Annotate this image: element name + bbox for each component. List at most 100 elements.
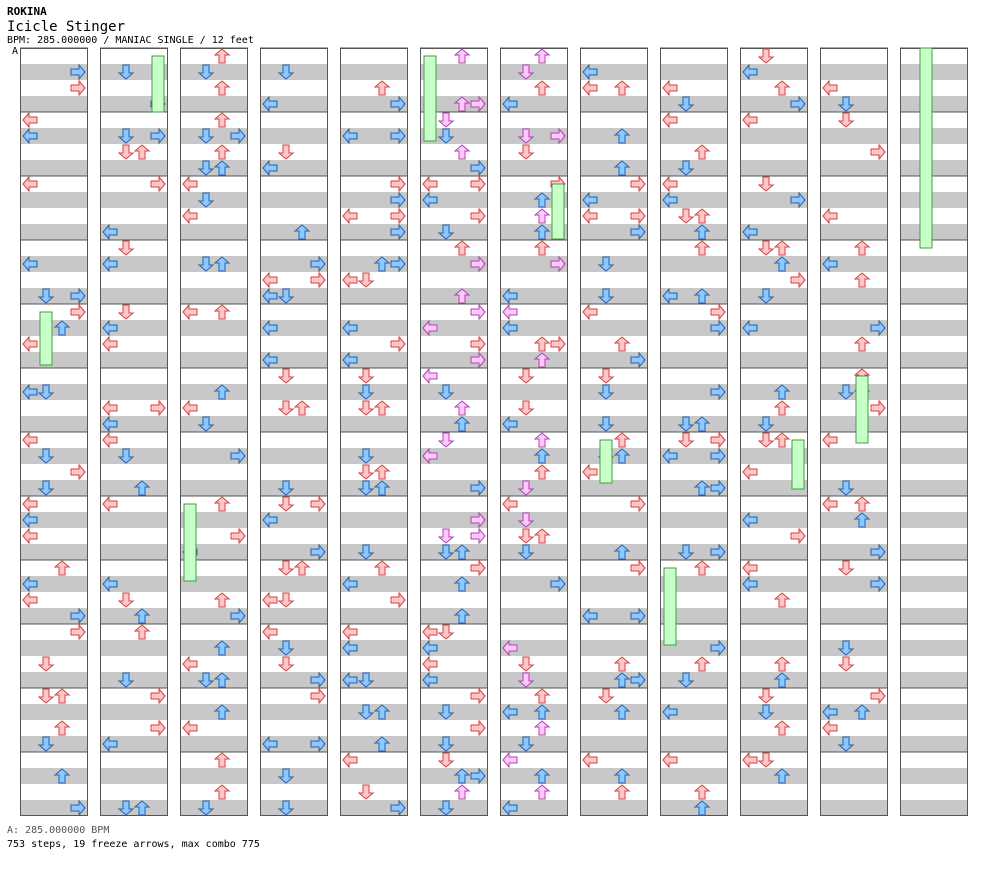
step-arrow — [22, 528, 38, 544]
beat-stripe — [500, 800, 568, 816]
beat-stripe — [20, 704, 88, 720]
beat-stripe — [660, 64, 728, 80]
beat-stripe — [260, 448, 328, 464]
beat-stripe — [100, 160, 168, 176]
beat-stripe — [260, 768, 328, 784]
step-arrow — [294, 400, 310, 416]
beat-stripe — [20, 320, 88, 336]
step-arrow — [278, 656, 294, 672]
beat-stripe — [820, 256, 888, 272]
beat-stripe — [580, 512, 648, 528]
step-arrow — [150, 400, 166, 416]
beat-stripe — [100, 128, 168, 144]
step-arrow — [694, 240, 710, 256]
step-arrow — [854, 272, 870, 288]
beat-stripe — [180, 320, 248, 336]
beat-stripe — [420, 320, 488, 336]
step-arrow — [774, 432, 790, 448]
beat-stripe — [420, 576, 488, 592]
beat-stripe — [420, 704, 488, 720]
beat-stripe — [500, 352, 568, 368]
beat-stripe — [580, 288, 648, 304]
beat-stripe — [420, 224, 488, 240]
beat-stripe — [740, 224, 808, 240]
beat-stripe — [100, 288, 168, 304]
step-arrow — [70, 624, 86, 640]
step-arrow — [214, 80, 230, 96]
step-arrow — [838, 560, 854, 576]
beat-stripe — [660, 160, 728, 176]
beat-stripe — [180, 64, 248, 80]
beat-stripe — [500, 768, 568, 784]
chart-column — [180, 47, 248, 816]
step-arrow — [534, 208, 550, 224]
beat-stripe — [180, 704, 248, 720]
step-arrow — [662, 80, 678, 96]
beat-stripe — [100, 192, 168, 208]
beat-stripe — [20, 448, 88, 464]
beat-stripe — [820, 96, 888, 112]
beat-stripe — [900, 64, 968, 80]
freeze-arrow — [39, 311, 53, 366]
beat-stripe — [900, 576, 968, 592]
beat-stripe — [340, 736, 408, 752]
step-arrow — [870, 400, 886, 416]
beat-stripe — [740, 672, 808, 688]
beat-stripe — [580, 672, 648, 688]
step-arrow — [614, 80, 630, 96]
beat-stripe — [20, 800, 88, 816]
beat-stripe — [580, 160, 648, 176]
beat-stripe — [420, 480, 488, 496]
beat-stripe — [820, 704, 888, 720]
beat-stripe — [180, 608, 248, 624]
beat-stripe — [660, 640, 728, 656]
beat-stripe — [340, 224, 408, 240]
beat-stripe — [100, 352, 168, 368]
beat-stripe — [340, 320, 408, 336]
beat-stripe — [660, 416, 728, 432]
step-arrow — [758, 48, 774, 64]
step-arrow — [422, 656, 438, 672]
step-arrow — [758, 688, 774, 704]
beat-stripe — [260, 576, 328, 592]
beat-stripe — [180, 352, 248, 368]
beat-stripe — [580, 352, 648, 368]
beat-stripe — [260, 640, 328, 656]
song-title: Icicle Stinger — [7, 19, 126, 35]
beat-stripe — [580, 128, 648, 144]
beat-stripe — [820, 352, 888, 368]
beat-stripe — [660, 544, 728, 560]
beat-stripe — [20, 736, 88, 752]
beat-stripe — [340, 416, 408, 432]
beat-stripe — [580, 640, 648, 656]
step-arrow — [278, 496, 294, 512]
step-arrow — [470, 176, 486, 192]
beat-stripe — [260, 320, 328, 336]
step-arrow — [662, 176, 678, 192]
beat-stripe — [340, 512, 408, 528]
beat-stripe — [740, 320, 808, 336]
beat-stripe — [740, 480, 808, 496]
beat-stripe — [740, 192, 808, 208]
step-arrow — [358, 784, 374, 800]
beat-stripe — [580, 736, 648, 752]
step-arrow — [518, 528, 534, 544]
step-arrow — [502, 752, 518, 768]
beat-stripe — [340, 64, 408, 80]
beat-stripe — [900, 512, 968, 528]
beat-stripe — [180, 128, 248, 144]
beat-stripe — [580, 384, 648, 400]
beat-stripe — [100, 768, 168, 784]
beat-stripe — [20, 768, 88, 784]
step-arrow — [822, 432, 838, 448]
step-arrow — [214, 496, 230, 512]
step-arrow — [214, 112, 230, 128]
beat-stripe — [580, 544, 648, 560]
beat-stripe — [340, 480, 408, 496]
step-arrow — [342, 752, 358, 768]
beat-stripe — [900, 320, 968, 336]
beat-stripe — [260, 544, 328, 560]
beat-stripe — [740, 64, 808, 80]
beat-stripe — [820, 480, 888, 496]
beat-stripe — [420, 352, 488, 368]
